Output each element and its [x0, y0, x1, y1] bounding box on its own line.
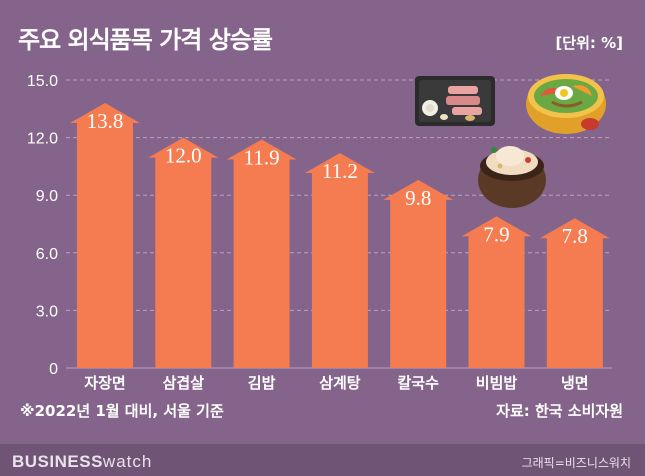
bar-2: [148, 137, 219, 368]
brand-bold: BUSINESS: [12, 452, 103, 471]
graphic-credit: 그래픽=비즈니스워치: [521, 456, 631, 470]
bar-6: [461, 216, 532, 368]
category-label: 자장면: [84, 374, 125, 392]
bar-value-label: 7.9: [483, 222, 509, 246]
grill-meat-icon: [415, 76, 495, 126]
brand-logo: BUSINESSwatch: [12, 452, 152, 472]
footnote: ※2022년 1월 대비, 서울 기준: [20, 402, 224, 420]
y-tick-label: 6.0: [36, 246, 58, 263]
bar-5: [383, 179, 454, 368]
y-tick-label: 0: [49, 361, 58, 378]
bar-4: [304, 152, 375, 368]
y-tick-label: 9.0: [36, 188, 58, 205]
y-tick-label: 12.0: [27, 131, 58, 148]
category-label: 칼국수: [397, 374, 439, 392]
category-label: 비빔밥: [476, 374, 518, 392]
y-tick-label: 15.0: [27, 73, 58, 90]
y-tick-label: 3.0: [36, 303, 58, 320]
category-label: 삼계탕: [319, 374, 361, 392]
category-label: 김밥: [248, 374, 276, 392]
chart-title: 주요 외식품목 가격 상승률: [18, 26, 273, 54]
unit-label: [단위: %]: [555, 34, 623, 52]
category-labels: 자장면 삼겹살 김밥 삼계탕 칼국수 비빔밥 냉면: [84, 374, 588, 392]
source-label: 자료: 한국 소비자원: [496, 402, 623, 420]
y-axis-ticks: 0 3.0 6.0 9.0 12.0 15.0: [27, 73, 58, 378]
bar-value-label: 7.8: [562, 224, 588, 248]
category-label: 냉면: [561, 374, 589, 392]
category-label: 삼겹살: [163, 374, 205, 392]
bar-1: [70, 103, 140, 368]
footer-bar: BUSINESSwatch 그래픽=비즈니스워치: [0, 444, 645, 476]
bars: [70, 103, 610, 368]
brand-light: watch: [102, 452, 153, 471]
samgyetang-pot-icon: [478, 146, 546, 208]
bar-value-label: 9.8: [405, 186, 431, 210]
value-labels: 13.8 12.0 11.9 11.2 9.8 7.9 7.8: [87, 109, 588, 248]
bar-7: [539, 218, 610, 368]
bar-value-label: 11.2: [322, 159, 358, 183]
bibimbap-bowl-icon: [526, 74, 606, 134]
bar-value-label: 13.8: [87, 109, 124, 133]
bar-3: [226, 139, 297, 368]
bar-value-label: 11.9: [244, 146, 280, 170]
bar-value-label: 12.0: [165, 144, 202, 168]
